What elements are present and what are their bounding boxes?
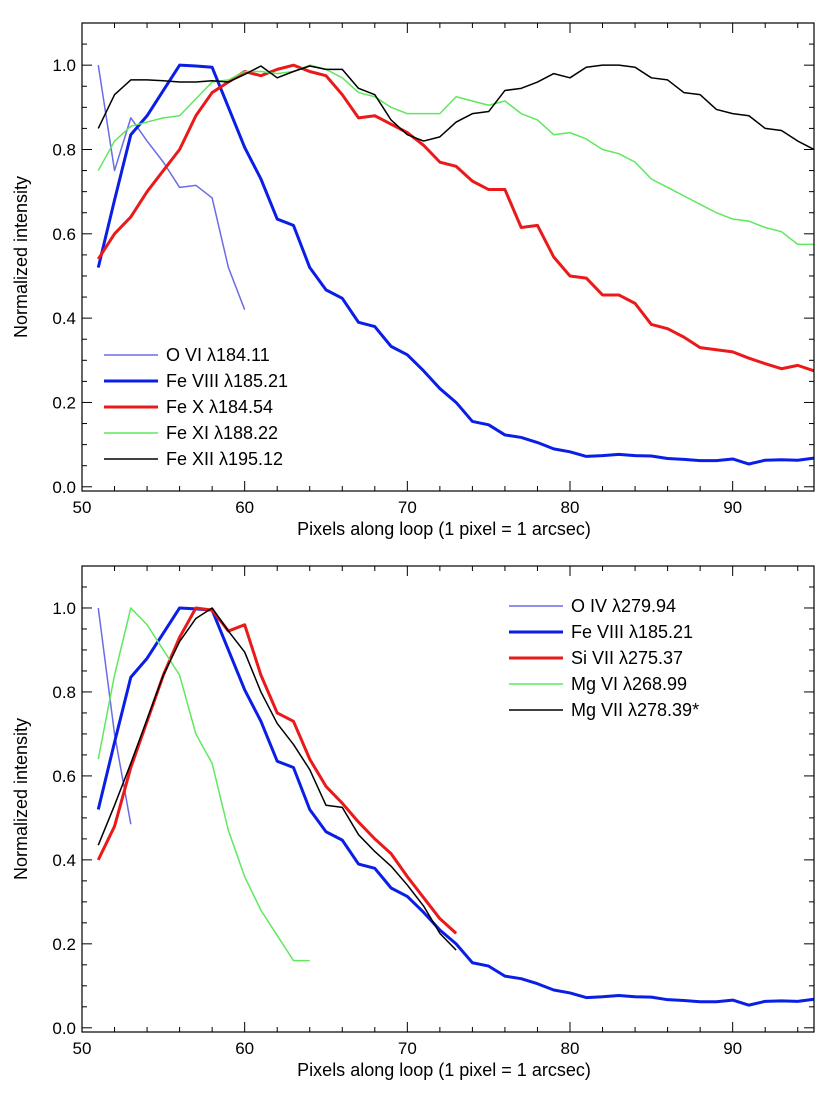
x-tick-label: 90 <box>723 1039 742 1058</box>
chart-panel-1: 50 60 70 80 90 0.0 0.2 0.4 0.6 0.8 1.0 Pixels along… <box>11 22 815 539</box>
legend: O IV λ279.94 Fe VIII λ185.21 Si VII λ275.3… <box>509 596 699 720</box>
x-tick-label: 80 <box>561 498 580 517</box>
y-tick-label: 0.6 <box>52 767 76 786</box>
series-line-4 <box>97 607 310 962</box>
plot-frame <box>81 22 815 492</box>
series-line-3 <box>96 606 458 935</box>
legend-label: Fe VIII λ185.21 <box>571 622 693 642</box>
series-line-1 <box>97 65 246 310</box>
legend-label: Fe X λ184.54 <box>166 397 273 417</box>
x-tick-label: 80 <box>561 1039 580 1058</box>
legend-label: Fe XII λ195.12 <box>166 449 283 469</box>
y-tick-label: 0.4 <box>52 851 76 870</box>
y-tick-label: 1.0 <box>52 56 76 75</box>
x-tick-label: 50 <box>73 1039 92 1058</box>
legend-label: Mg VII λ278.39* <box>571 700 699 720</box>
legend-label: Si VII λ275.37 <box>571 648 683 668</box>
plot-frame <box>81 565 815 1033</box>
chart-panel-2: 50 60 70 80 90 0.0 0.2 0.4 0.6 0.8 1.0 Pixels along… <box>11 565 815 1080</box>
y-tick-label: 0.4 <box>52 309 76 328</box>
y-tick-label: 0.6 <box>52 225 76 244</box>
y-tick-label: 0.0 <box>52 478 76 497</box>
y-axis-title: Normalized intensity <box>11 718 31 880</box>
x-axis-title: Pixels along loop (1 pixel = 1 arcsec) <box>297 1060 591 1080</box>
x-tick-label: 60 <box>235 1039 254 1058</box>
series-line-5 <box>97 64 814 151</box>
x-tick-label: 60 <box>235 498 254 517</box>
y-tick-label: 0.8 <box>52 140 76 159</box>
x-tick-label: 70 <box>398 498 417 517</box>
y-tick-label: 0.2 <box>52 935 76 954</box>
y-tick-label: 0.0 <box>52 1019 76 1038</box>
x-axis-title: Pixels along loop (1 pixel = 1 arcsec) <box>297 519 591 539</box>
legend-label: Mg VI λ268.99 <box>571 674 687 694</box>
legend: O VI λ184.11 Fe VIII λ185.21 Fe X λ184.54 F… <box>104 345 288 469</box>
series-line-5 <box>97 607 457 951</box>
series-line-2 <box>96 606 814 1007</box>
series-line-4 <box>97 64 814 246</box>
legend-label: Fe VIII λ185.21 <box>166 371 288 391</box>
y-tick-label: 0.2 <box>52 393 76 412</box>
x-tick-label: 90 <box>723 498 742 517</box>
y-tick-label: 1.0 <box>52 599 76 618</box>
series-line-1 <box>97 607 132 825</box>
legend-label: O VI λ184.11 <box>166 345 270 365</box>
series-line-3 <box>97 63 814 373</box>
y-tick-label: 0.8 <box>52 683 76 702</box>
x-tick-label: 70 <box>398 1039 417 1058</box>
y-axis-title: Normalized intensity <box>11 176 31 338</box>
legend-label: O IV λ279.94 <box>571 596 676 616</box>
x-tick-label: 50 <box>73 498 92 517</box>
legend-label: Fe XI λ188.22 <box>166 423 278 443</box>
